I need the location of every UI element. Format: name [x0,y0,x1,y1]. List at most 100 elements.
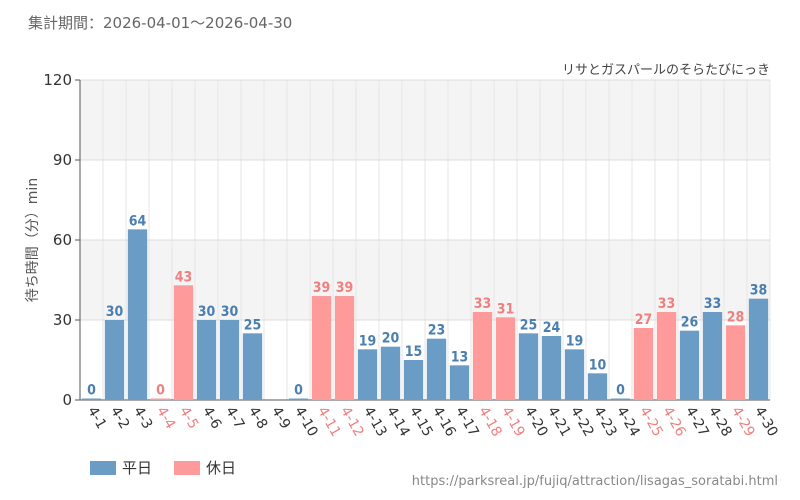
x-tick-label-4-16: 4-16 [429,404,459,440]
bar-4-12 [334,296,355,400]
bar-4-10 [288,398,309,400]
x-tick-label-4-18: 4-18 [475,404,505,440]
value-label-4-26: 33 [658,296,676,312]
bar-4-21 [541,336,562,400]
legend-item-weekday[interactable]: 平日 [90,457,152,478]
value-label-4-21: 24 [543,320,561,336]
x-tick-label-4-21: 4-21 [544,404,574,440]
legend-item-holiday[interactable]: 休日 [174,457,236,478]
x-tick-label-4-26: 4-26 [659,404,689,440]
bar-4-14 [380,346,401,400]
x-tick-label-4-19: 4-19 [498,404,528,440]
value-label-4-3: 64 [129,213,147,229]
bar-4-17 [449,365,470,400]
bar-4-4 [150,398,171,400]
x-tick-label-4-20: 4-20 [521,404,551,440]
x-tick-label-4-11: 4-11 [314,404,344,440]
bar-4-27 [679,330,700,400]
bar-4-2 [104,320,125,400]
value-label-4-5: 43 [175,269,193,285]
x-tick-label-4-5: 4-5 [176,404,201,432]
value-label-4-10: 0 [294,383,303,399]
value-label-4-23: 10 [589,357,607,373]
x-tick-label-4-3: 4-3 [130,404,155,432]
x-tick-label-4-23: 4-23 [590,404,620,440]
value-label-4-18: 33 [474,296,492,312]
bar-4-15 [403,360,424,400]
value-label-4-30: 38 [750,283,768,299]
bar-4-16 [426,338,447,400]
bar-4-1 [81,398,102,400]
bar-4-3 [127,229,148,400]
value-label-4-12: 39 [336,280,354,296]
weekday-swatch [90,460,116,475]
value-label-4-22: 19 [566,333,584,349]
holiday-swatch [174,460,201,475]
x-tick-label-4-17: 4-17 [452,404,482,440]
y-tick-label: 0 [62,391,72,409]
source-url[interactable]: https://parksreal.jp/fujiq/attraction/li… [411,474,778,489]
value-label-4-13: 19 [359,333,377,349]
x-tick-label-4-25: 4-25 [636,404,666,440]
bar-4-29 [725,325,746,400]
value-label-4-8: 25 [244,317,262,333]
value-label-4-20: 25 [520,317,538,333]
x-tick-label-4-6: 4-6 [199,404,224,432]
x-tick-label-4-27: 4-27 [682,404,712,440]
legend-holiday-label: 休日 [206,459,237,477]
bar-4-18 [472,312,493,400]
x-tick-label-4-30: 4-30 [751,404,781,440]
y-tick-label: 120 [43,71,72,89]
bar-4-5 [173,285,194,400]
bar-4-25 [633,328,654,400]
x-tick-label-4-2: 4-2 [107,404,132,432]
value-label-4-7: 30 [221,304,239,320]
value-label-4-11: 39 [313,280,331,296]
x-tick-label-4-10: 4-10 [291,404,321,440]
bar-4-24 [610,398,631,400]
bar-4-26 [656,312,677,400]
x-tick-label-4-13: 4-13 [360,404,390,440]
value-label-4-1: 0 [87,383,96,399]
y-tick-label: 60 [53,231,72,249]
bar-4-6 [196,320,217,400]
bar-4-13 [357,349,378,400]
bar-4-23 [587,373,608,400]
bar-4-22 [564,349,585,400]
y-axis-label: 待ち時間（分）min [25,178,41,302]
value-label-4-27: 26 [681,315,699,331]
period-label: 集計期間：2026-04-01～2026-04-30 [28,14,293,32]
value-label-4-16: 23 [428,323,446,339]
x-tick-label-4-14: 4-14 [383,404,413,440]
value-label-4-6: 30 [198,304,216,320]
x-tick-label-4-24: 4-24 [613,404,643,440]
bar-4-30 [748,298,769,400]
legend: 平日 休日 [90,457,236,478]
value-label-4-25: 27 [635,312,653,328]
bar-4-20 [518,333,539,400]
x-tick-label-4-28: 4-28 [705,404,735,440]
x-tick-label-4-15: 4-15 [406,404,436,440]
bar-4-11 [311,296,332,400]
value-label-4-29: 28 [727,309,745,325]
x-tick-label-4-4: 4-4 [153,404,178,432]
value-label-4-14: 20 [382,331,400,347]
x-tick-label-4-7: 4-7 [222,404,247,432]
y-tick-label: 30 [53,311,72,329]
value-label-4-2: 30 [106,304,124,320]
legend-weekday-label: 平日 [122,459,153,477]
x-tick-label-4-29: 4-29 [728,404,758,440]
value-label-4-15: 15 [405,344,423,360]
x-tick-label-4-22: 4-22 [567,404,597,440]
x-tick-label-4-1: 4-1 [84,404,109,432]
chart-title: リサとガスパールのそらたびにっき [562,63,770,78]
value-label-4-19: 31 [497,301,515,317]
x-tick-label-4-8: 4-8 [245,404,270,432]
value-label-4-17: 13 [451,349,469,365]
value-label-4-24: 0 [616,383,625,399]
bar-4-7 [219,320,240,400]
bar-4-28 [702,312,723,400]
bar-4-19 [495,317,516,400]
x-tick-label-4-9: 4-9 [268,404,293,432]
